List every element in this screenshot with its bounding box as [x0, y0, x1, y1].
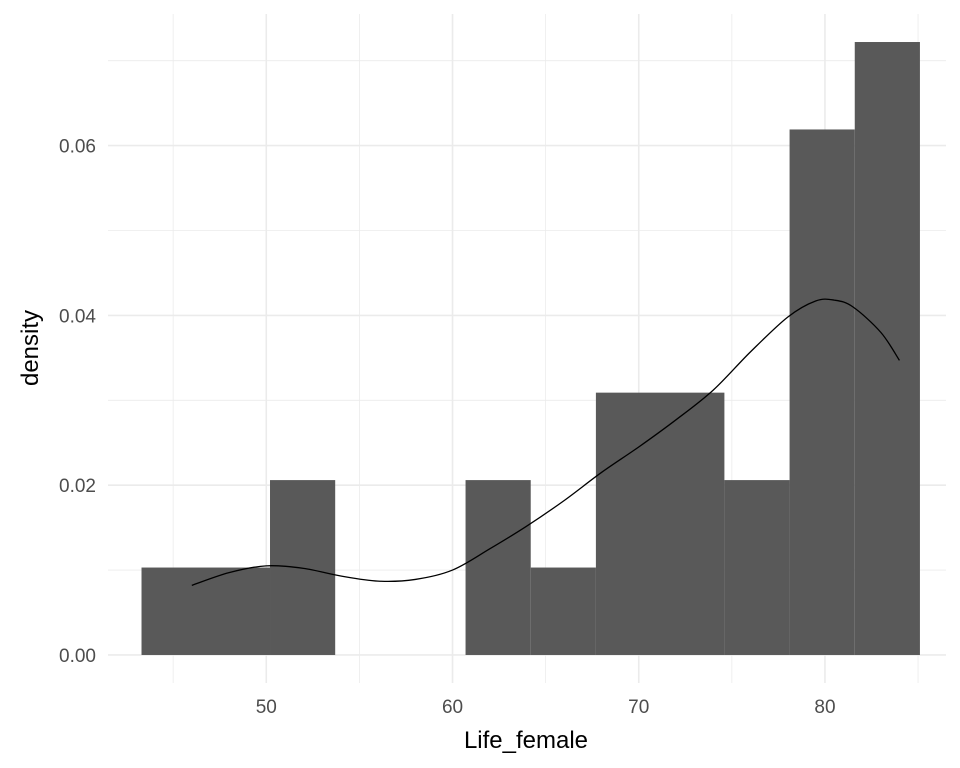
histogram-bar: [595, 392, 725, 655]
bars: [141, 42, 920, 655]
x-tick-label: 60: [442, 697, 463, 718]
histogram-bar: [789, 129, 855, 655]
density-curve-layer: [191, 298, 900, 586]
histogram-bar: [530, 567, 596, 655]
x-tick-label: 50: [256, 697, 277, 718]
histogram-bar: [724, 480, 790, 655]
y-axis-title: density: [17, 310, 44, 386]
x-tick-label: 70: [628, 697, 649, 718]
y-tick-label: 0.02: [59, 476, 96, 497]
y-tick-label: 0.00: [59, 646, 96, 667]
histogram-bar: [270, 480, 336, 655]
x-tick-label: 80: [814, 697, 835, 718]
x-axis-ticks: 50 60 70 80: [256, 697, 836, 718]
histogram-bar: [465, 480, 531, 655]
y-axis-ticks: 0.00 0.02 0.04 0.06: [59, 137, 96, 667]
density-curve: [191, 298, 900, 586]
histogram-bar: [141, 567, 271, 655]
histogram-bar: [854, 42, 920, 655]
y-tick-label: 0.04: [59, 306, 96, 327]
y-tick-label: 0.06: [59, 137, 96, 158]
x-axis-title: Life_female: [464, 727, 588, 754]
